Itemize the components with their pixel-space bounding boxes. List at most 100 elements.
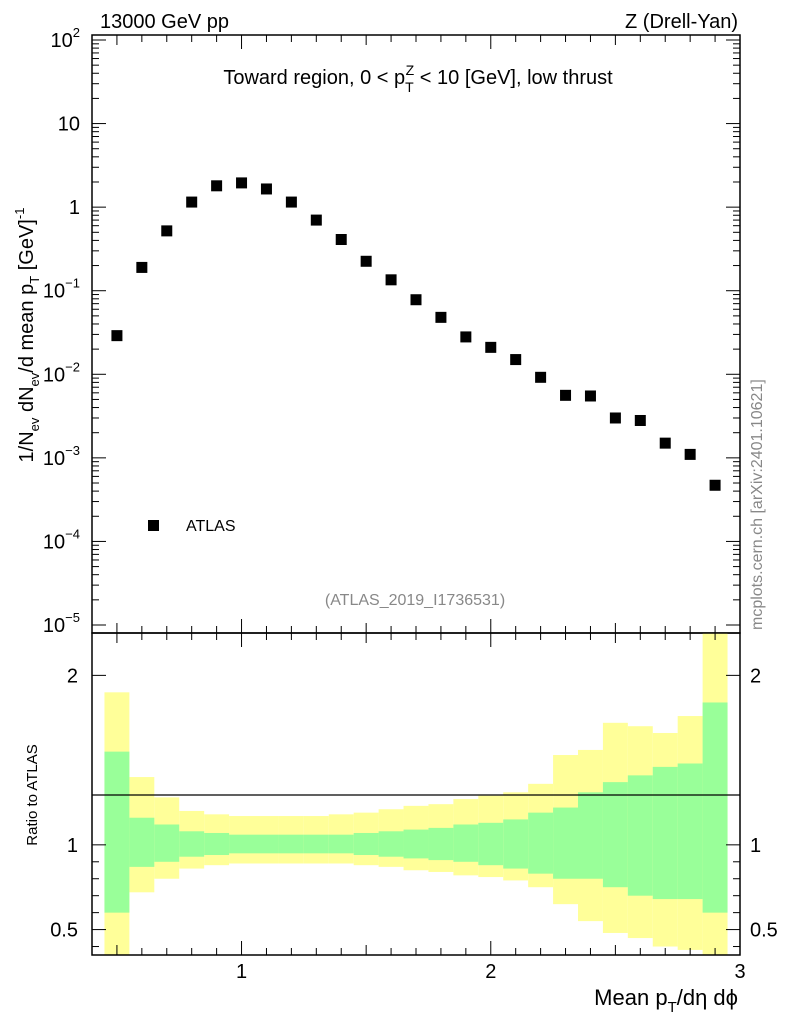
- data-point: [186, 196, 198, 208]
- data-point: [335, 234, 347, 246]
- ytick-exponent: −5: [65, 610, 80, 625]
- ratio-ytick-label-right: 2: [750, 665, 761, 687]
- data-point: [460, 331, 472, 343]
- data-point: [634, 414, 646, 426]
- ratio-ytick-label: 0.5: [50, 920, 78, 942]
- ratio-ytick-label-right: 0.5: [750, 920, 778, 942]
- ytick-exponent: 2: [73, 25, 80, 40]
- main-ytick-label: 10−4: [43, 526, 80, 553]
- title-post: < 10 [GeV], low thrust: [414, 67, 613, 89]
- header-process: Z (Drell-Yan): [625, 11, 738, 33]
- data-point: [385, 274, 397, 286]
- ratio-band-bin: [503, 819, 529, 869]
- data-point: [310, 214, 322, 226]
- ylabel-b: dN: [16, 386, 38, 417]
- main-ytick-label: 102: [51, 25, 80, 52]
- xlabel-a: Mean p: [594, 985, 667, 1010]
- ratio-bands: [104, 633, 728, 955]
- data-point: [435, 311, 447, 323]
- ratio-band-bin: [627, 775, 653, 896]
- ratio-frame: [91, 632, 741, 956]
- main-ytick-label: 10−3: [43, 443, 80, 470]
- ratio-band-bin: [478, 822, 504, 866]
- ylabel-c-sub: T: [27, 276, 42, 284]
- ratio-band-bin: [278, 834, 304, 854]
- ylabel-d-sup: -1: [12, 208, 27, 220]
- data-point: [260, 183, 272, 195]
- title-pre: Toward region, 0 < p: [223, 67, 405, 89]
- ratio-band-bin: [702, 702, 728, 913]
- ytick-mantissa: 10: [43, 281, 65, 303]
- data-point: [510, 354, 522, 366]
- ratio-band-bin: [104, 751, 130, 913]
- data-point: [236, 177, 248, 189]
- ratio-band-bin: [353, 832, 379, 856]
- ratio-ytick-label: 1: [67, 835, 78, 857]
- ratio-band-bin: [677, 763, 703, 900]
- ylabel-a-sub: ev: [27, 417, 42, 431]
- ytick-exponent: −4: [65, 526, 80, 541]
- ratio-band-bin: [553, 807, 578, 879]
- ratio-band-bin: [652, 766, 678, 900]
- data-point: [584, 390, 596, 402]
- main-frame: [91, 34, 741, 634]
- data-point: [360, 255, 372, 267]
- ratio-xlabel: Mean pT/dη dϕ: [594, 985, 738, 1016]
- ytick-exponent: −3: [65, 443, 80, 458]
- ytick-mantissa: 10: [43, 615, 65, 637]
- ratio-ytick-label-right: 1: [750, 835, 761, 857]
- ratio-band-bin: [129, 817, 155, 867]
- data-point: [161, 225, 173, 237]
- data-point: [659, 437, 671, 449]
- data-point: [609, 412, 621, 424]
- ytick-mantissa: 10: [51, 30, 73, 52]
- ratio-band-bin: [528, 812, 554, 874]
- main-title: Toward region, 0 < pTZ < 10 [GeV], low t…: [223, 62, 613, 95]
- data-point: [136, 261, 148, 273]
- ylabel-c: /d mean p: [16, 284, 38, 373]
- ratio-band-bin: [403, 829, 429, 859]
- ratio-band-bin: [453, 824, 479, 862]
- legend-label: ATLAS: [186, 518, 236, 535]
- data-point: [410, 294, 422, 306]
- ratio-band-bin: [204, 832, 230, 856]
- ratio-band-bin: [254, 834, 279, 854]
- ratio-panel: 1 2 30.5 0.51 12 2 Ratio to ATLAS Mean pT/dη …: [24, 632, 778, 1016]
- ytick-mantissa: 10: [43, 531, 65, 553]
- title-sup: Z: [406, 62, 415, 78]
- ylabel-d: [GeV]: [16, 219, 38, 276]
- ratio-ylabel: Ratio to ATLAS: [24, 744, 41, 845]
- ratio-band-bin: [428, 827, 454, 861]
- ratio-band-bin: [578, 792, 603, 879]
- ratio-xtick-label: 1: [236, 961, 247, 983]
- ratio-axis-ticks: 1 2 30.5 0.51 12 2: [50, 633, 778, 983]
- ratio-band-bin: [229, 834, 254, 854]
- ratio-band-bin: [328, 834, 354, 854]
- ytick-mantissa: 1: [69, 197, 80, 219]
- main-ylabel: 1/Nev dNev/d mean pT [GeV]-1: [12, 208, 42, 463]
- ratio-xtick-label: 2: [485, 961, 496, 983]
- data-point: [211, 180, 223, 192]
- ytick-mantissa: 10: [43, 364, 65, 386]
- xlabel-a-sub: T: [668, 999, 677, 1016]
- data-markers: [111, 177, 721, 491]
- ratio-xtick-label: 3: [734, 961, 745, 983]
- main-ytick-label: 10−1: [43, 276, 80, 303]
- main-ytick-label: 10: [58, 114, 80, 136]
- main-ytick-label: 10−2: [43, 359, 80, 386]
- ratio-band-bin: [303, 834, 329, 854]
- side-label: mcplots.cern.ch [arXiv:2401.10621]: [749, 379, 766, 630]
- ylabel-b-sub: ev: [27, 372, 42, 386]
- ytick-mantissa: 10: [58, 114, 80, 136]
- ratio-band-bin: [602, 782, 628, 888]
- data-point: [535, 371, 547, 383]
- main-ytick-label: 10−5: [43, 610, 80, 637]
- data-point: [285, 196, 297, 208]
- xlabel-b: /dη dϕ: [677, 985, 738, 1010]
- ylabel-a: 1/N: [16, 431, 38, 462]
- main-ytick-label: 1: [69, 197, 80, 219]
- title-sub: T: [405, 79, 414, 95]
- ratio-band-bin: [154, 824, 180, 862]
